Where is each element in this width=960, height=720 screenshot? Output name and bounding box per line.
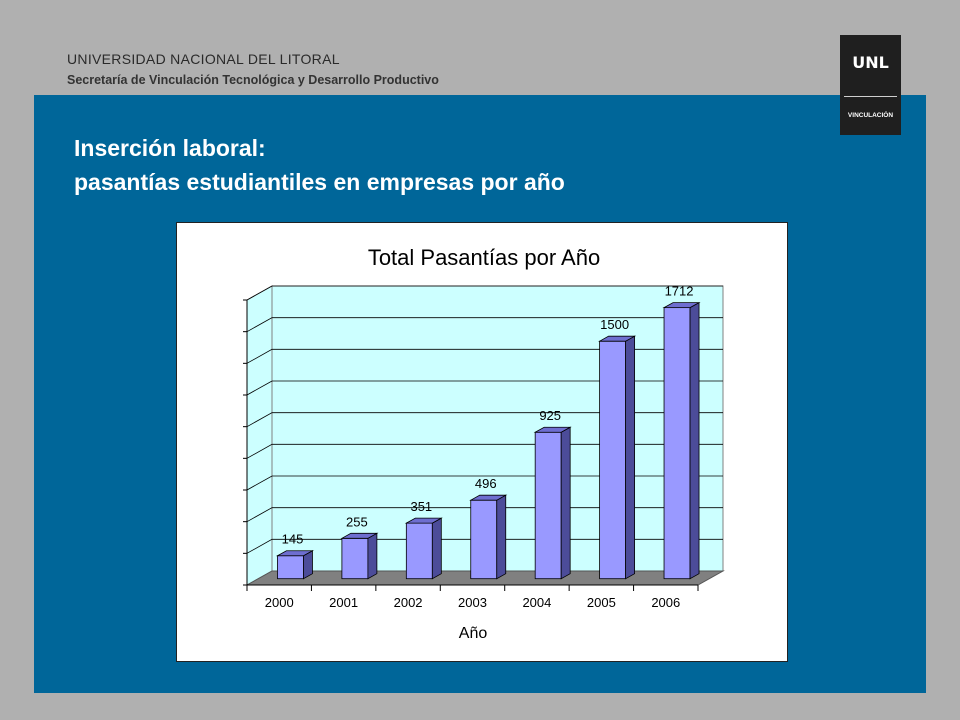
data-label-2000: 145	[282, 532, 304, 547]
bar-side-2003	[496, 494, 507, 580]
gridline	[246, 380, 723, 396]
slide-title-line-1: Inserción laboral:	[74, 135, 266, 161]
x-tick-label-2001: 2001	[329, 595, 358, 610]
bar-top-2006	[662, 302, 701, 309]
gridline	[246, 475, 723, 491]
slide-title: Inserción laboral: pasantías estudiantil…	[74, 131, 565, 199]
bar-2005	[599, 340, 627, 580]
gridline	[246, 412, 723, 428]
data-label-2001: 255	[346, 514, 368, 529]
gridline	[246, 538, 723, 554]
x-tick-label-2000: 2000	[265, 595, 294, 610]
logo-subtext: VINCULACIÓN	[847, 112, 894, 119]
bar-top-2001	[340, 532, 379, 539]
bar-side-2005	[625, 335, 636, 580]
bar-2003	[470, 499, 498, 580]
bar-side-2004	[560, 426, 571, 580]
org-name: UNIVERSIDAD NACIONAL DEL LITORAL	[67, 51, 340, 67]
bar-side-2002	[431, 517, 442, 580]
x-tick-label-2003: 2003	[458, 595, 487, 610]
gridline	[246, 285, 723, 301]
bar-top-2000	[275, 550, 315, 557]
plot-area: 145 2000 255 2001 351 2002 496 2003 925 2004 1500 2…	[243, 284, 725, 610]
bar-2004	[534, 431, 562, 580]
org-subtitle: Secretaría de Vinculación Tecnológica y …	[67, 73, 439, 87]
x-tick-label-2004: 2004	[522, 595, 551, 610]
data-label-2005: 1500	[600, 317, 629, 332]
gridline	[246, 443, 723, 459]
unl-logo: UNL VINCULACIÓN	[840, 35, 901, 135]
bar-2001	[341, 537, 369, 580]
x-axis-label: Año	[459, 625, 488, 642]
side-wall	[246, 285, 273, 586]
chart-container: Total Pasantías por Año 145 2000 255 2001 35…	[176, 222, 788, 662]
gridline	[246, 317, 723, 333]
bar-top-2005	[598, 335, 637, 342]
bar-chart: Total Pasantías por Año 145 2000 255 2001 35…	[243, 245, 725, 642]
bar-side-2006	[689, 301, 700, 580]
data-label-2004: 925	[539, 408, 561, 423]
bar-2002	[405, 522, 433, 580]
data-label-2003: 496	[475, 476, 497, 491]
gridline	[246, 507, 723, 523]
gridline	[246, 348, 723, 364]
x-tick-label-2005: 2005	[587, 595, 616, 610]
bar-2000	[277, 555, 304, 580]
x-tick-label-2002: 2002	[394, 595, 423, 610]
bar-side-2001	[367, 532, 378, 580]
bar-top-2004	[533, 426, 572, 433]
bar-top-2002	[404, 517, 443, 524]
data-label-2006: 1712	[665, 284, 694, 299]
logo-text: UNL	[852, 53, 889, 72]
data-label-2002: 351	[410, 499, 432, 514]
bar-2006	[663, 307, 691, 580]
bar-top-2003	[469, 494, 508, 501]
slide-title-line-2: pasantías estudiantiles en empresas por …	[74, 169, 565, 195]
chart-title: Total Pasantías por Año	[368, 245, 600, 270]
logo-divider	[844, 96, 897, 97]
x-tick-label-2006: 2006	[651, 595, 680, 610]
